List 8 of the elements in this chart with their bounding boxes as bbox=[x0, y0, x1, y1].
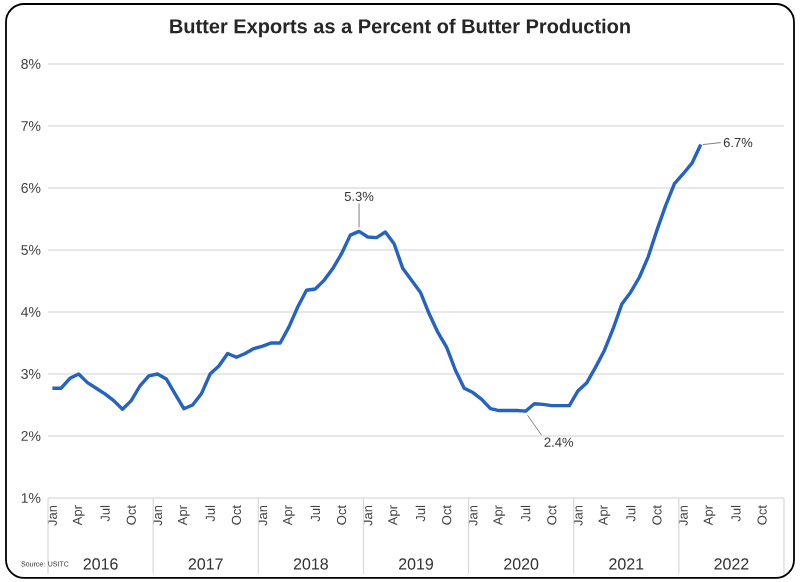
text: 2019 bbox=[399, 558, 434, 570]
text: 2022 bbox=[714, 558, 749, 570]
text: 2016 bbox=[83, 558, 118, 570]
text: 2021 bbox=[609, 558, 644, 570]
text: 2018 bbox=[293, 558, 328, 570]
text: 2020 bbox=[504, 558, 539, 570]
text: 2017 bbox=[188, 558, 223, 570]
chart-title: Butter Exports as a Percent of Butter Production bbox=[170, 18, 630, 38]
